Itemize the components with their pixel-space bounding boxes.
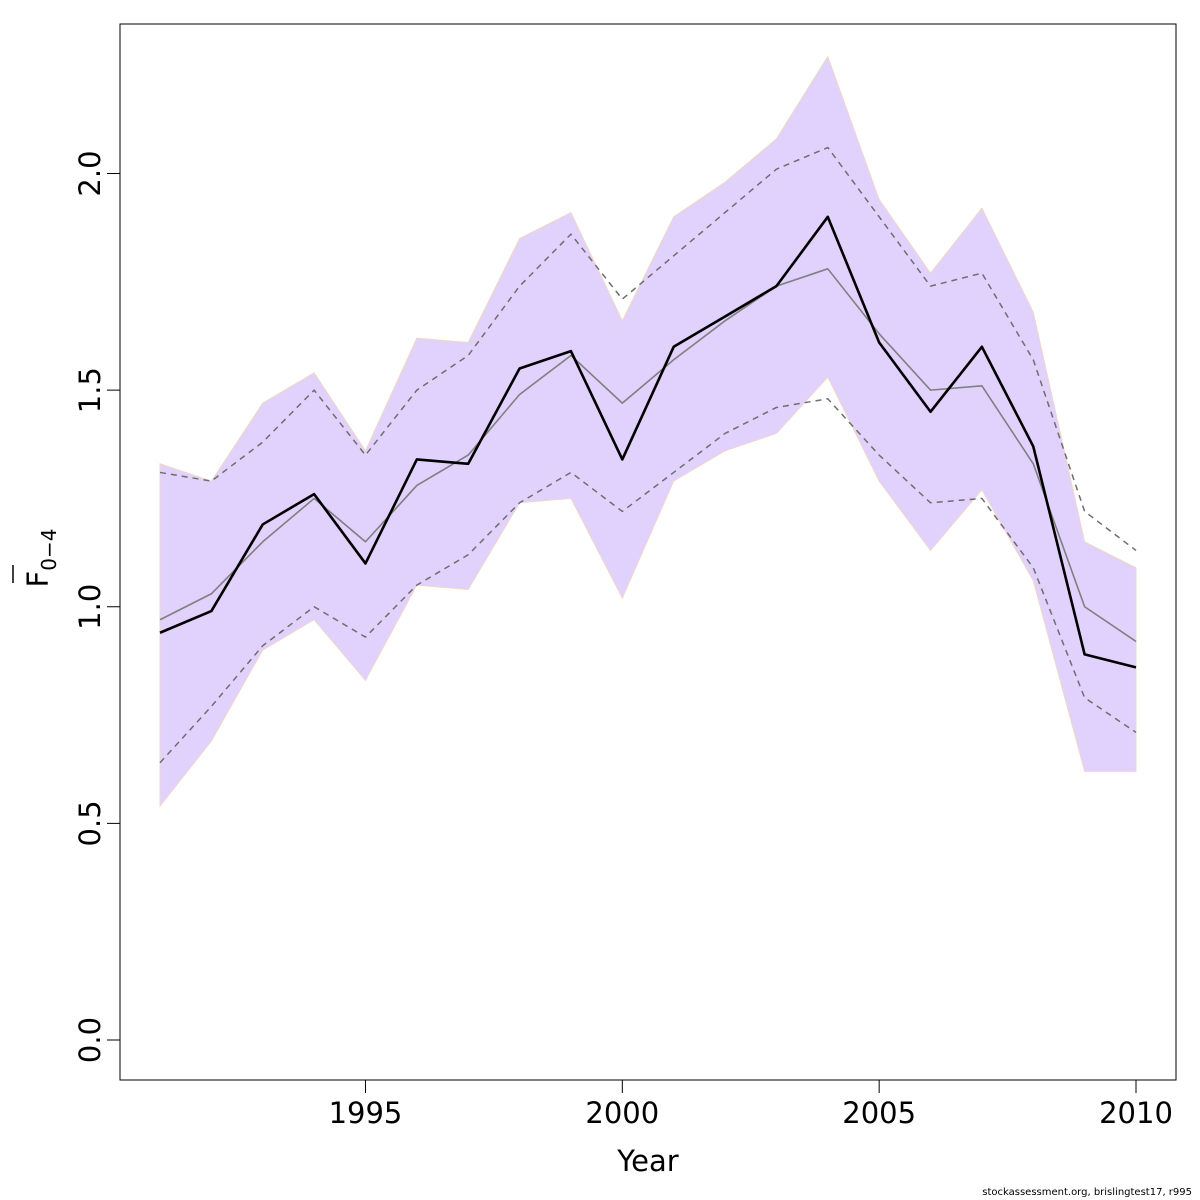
y-tick-label: 1.5 <box>73 367 107 413</box>
y-axis: 0.0 0.5 1.0 1.5 2.0 <box>73 150 120 1063</box>
x-tick-label: 1995 <box>329 1096 403 1130</box>
series-line-dashed-bound <box>159 398 1137 764</box>
y-tick-label: 0.0 <box>73 1017 107 1063</box>
y-axis-title-main: F <box>21 571 55 588</box>
x-tick-label: 2010 <box>1099 1096 1173 1130</box>
plot-frame <box>119 23 1177 1081</box>
series-line-dashed-bound <box>159 146 1137 552</box>
footer-credit: stockassessment.org, brislingtest17, r99… <box>982 1187 1192 1198</box>
x-tick-label: 2005 <box>842 1096 916 1130</box>
y-tick-label: 0.5 <box>73 800 107 846</box>
y-axis-title: F0−4 <box>12 529 61 588</box>
x-axis: 1995 2000 2005 2010 <box>329 1080 1173 1130</box>
y-axis-title-subscript: 0−4 <box>37 529 61 571</box>
y-tick-label: 1.0 <box>73 584 107 630</box>
confidence-band-layer <box>159 55 1137 808</box>
y-tick-label: 2.0 <box>73 150 107 196</box>
series-line-estimate <box>159 215 1137 669</box>
series-layer <box>159 146 1137 764</box>
x-tick-label: 2000 <box>585 1096 659 1130</box>
svg-text:F0−4: F0−4 <box>21 529 61 588</box>
confidence-band <box>159 55 1137 808</box>
x-axis-title: Year <box>616 1144 678 1178</box>
